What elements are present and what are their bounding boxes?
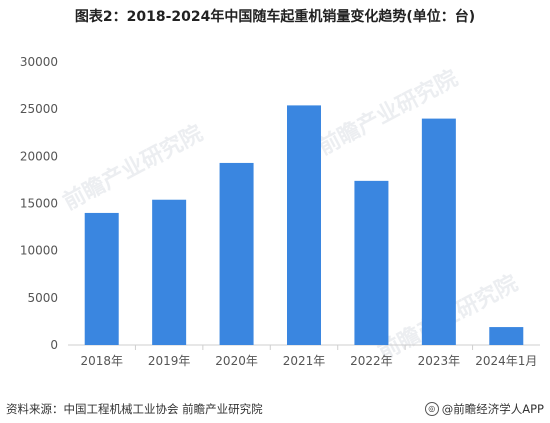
y-tick-label: 30000 bbox=[20, 55, 58, 69]
x-tick-label: 2021年 bbox=[283, 354, 326, 368]
x-tick-label: 2022年 bbox=[350, 354, 393, 368]
bar bbox=[354, 180, 389, 345]
x-tick-label: 2024年1月 bbox=[475, 354, 537, 368]
source-note: 资料来源：中国工程机械工业协会 前瞻产业研究院 bbox=[6, 402, 263, 416]
y-tick-label: 15000 bbox=[20, 197, 58, 211]
bar bbox=[84, 212, 119, 345]
bar bbox=[219, 162, 254, 345]
x-tick-label: 2023年 bbox=[418, 354, 461, 368]
footer: 资料来源：中国工程机械工业协会 前瞻产业研究院 ◎ @前瞻经济学人APP bbox=[6, 401, 544, 417]
x-tick-label: 2019年 bbox=[148, 354, 191, 368]
bar bbox=[287, 105, 321, 345]
y-tick-label: 5000 bbox=[27, 291, 58, 305]
bar bbox=[489, 327, 524, 345]
bar bbox=[421, 118, 456, 345]
y-tick-label: 0 bbox=[50, 338, 58, 352]
chart-title: 图表2：2018-2024年中国随车起重机销量变化趋势(单位：台) bbox=[74, 9, 476, 25]
y-tick-label: 20000 bbox=[20, 149, 58, 163]
brand-logo-icon: ◎ bbox=[424, 402, 439, 416]
x-tick-label: 2020年 bbox=[215, 354, 258, 368]
brand-text: @前瞻经济学人APP bbox=[441, 402, 544, 416]
y-tick-label: 25000 bbox=[20, 102, 58, 116]
bar-chart: 0 5000 10000 15000 20000 25000 30000 2018年 2019年… bbox=[20, 55, 540, 368]
brand-credit: ◎ @前瞻经济学人APP bbox=[424, 401, 544, 417]
y-tick-label: 10000 bbox=[20, 244, 58, 258]
x-tick-label: 2018年 bbox=[80, 354, 123, 368]
bar bbox=[152, 199, 187, 345]
